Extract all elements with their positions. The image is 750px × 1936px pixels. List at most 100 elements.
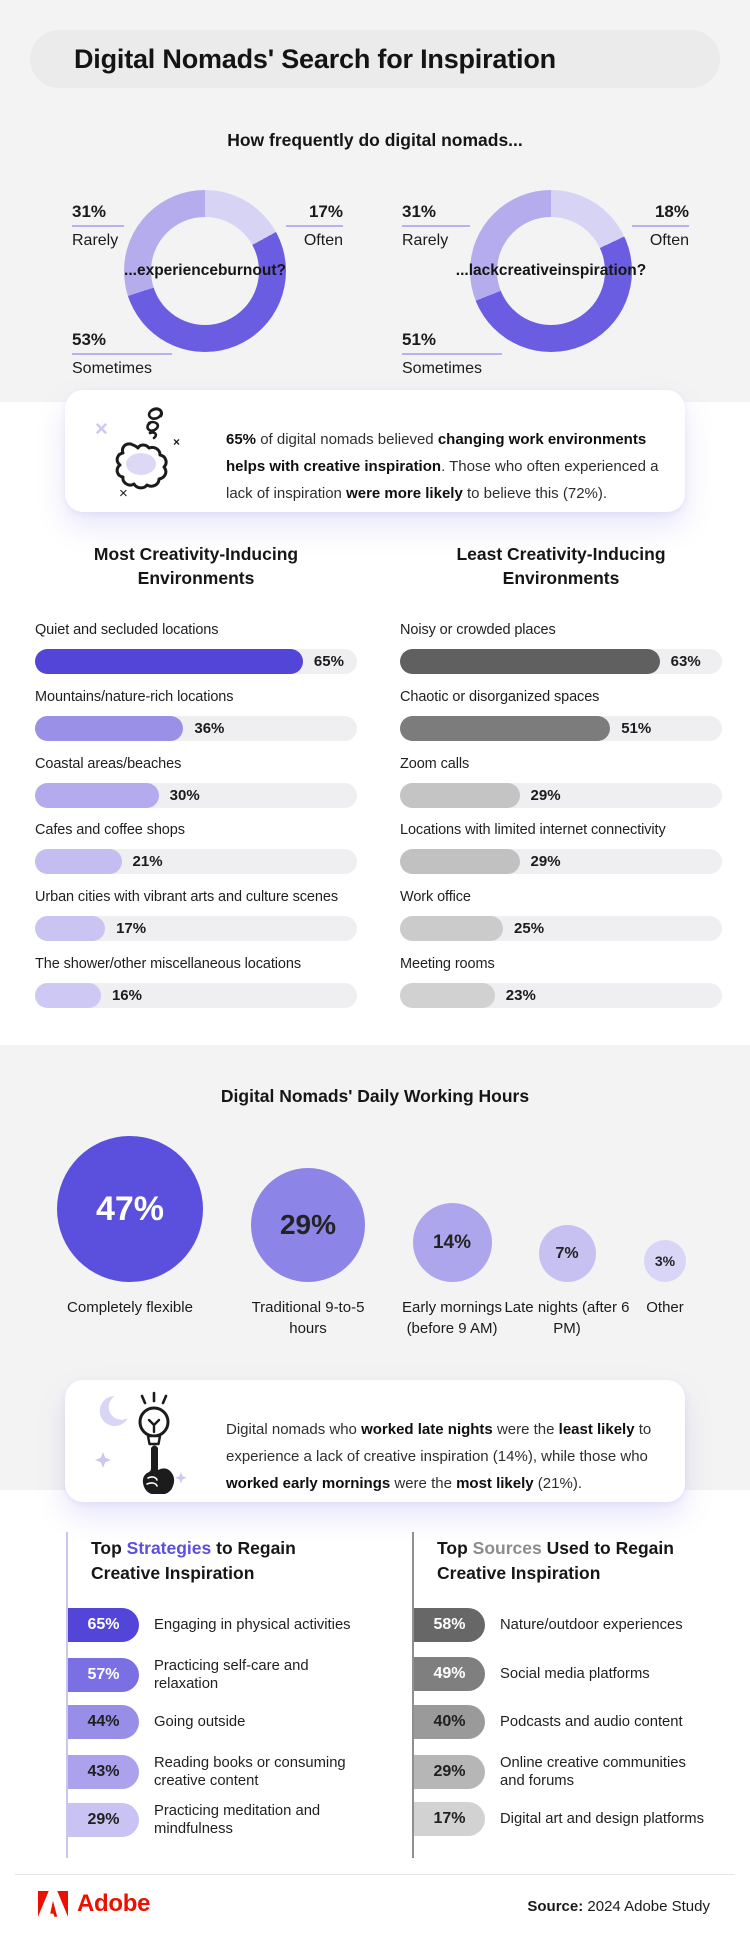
bar-track: 21% — [35, 849, 357, 875]
bar-track: 36% — [35, 715, 357, 741]
environment-column-title: Most Creativity-Inducing Environments — [93, 544, 299, 588]
bar-value-label: 23% — [505, 987, 536, 1004]
donut-center-question: ...lack creative inspiration? — [456, 217, 646, 325]
regain-item-label: Reading books or consuming creative cont… — [154, 1754, 346, 1789]
insight-callout-working-hours-text: Digital nomads who worked late nights we… — [226, 1421, 652, 1492]
regain-value-pill: 29% — [68, 1803, 139, 1837]
donut-segment-category: Often — [303, 232, 343, 249]
bar-fill: 17% — [35, 916, 146, 942]
bar-value-label: 29% — [530, 786, 561, 804]
bar-value-label: 36% — [194, 719, 225, 737]
regain-value-pill: 49% — [414, 1656, 485, 1691]
regain-item-label: Practicing self-care and relaxation — [154, 1657, 309, 1692]
bar-track: 63% — [400, 649, 722, 674]
top-strategies-list: Top Strategies to Regain Creative Inspira… — [66, 1532, 402, 1858]
donut-segment-label: 31% Rarely — [72, 202, 124, 251]
donut-segment-value: 17% — [308, 202, 343, 221]
bar-track: 51% — [400, 715, 722, 741]
donut-label-underline — [286, 225, 343, 227]
regain-column-title: Top Strategies to Regain Creative Inspira… — [91, 1538, 296, 1583]
donut-segment-value: 31% — [72, 202, 107, 221]
regain-list-item: 49% Social media platforms — [414, 1656, 650, 1691]
regain-list-item: 17% Digital art and design platforms — [414, 1802, 704, 1836]
working-hours-bubble-label: Late nights (after 6 PM) — [504, 1299, 630, 1337]
most-creativity-environments-chart: Most Creativity-Inducing Environments Quie… — [35, 542, 357, 1022]
regain-list-item: 29% Practicing meditation and mindfulness — [68, 1802, 366, 1838]
donut-label-underline — [632, 225, 689, 227]
donut-segment-label: 31% Rarely — [402, 202, 470, 251]
regain-column-title: Top Sources Used to Regain Creative Inspi… — [437, 1538, 674, 1583]
regain-item-label: Practicing meditation and mindfulness — [154, 1803, 321, 1837]
donut-segment-category: Sometimes — [72, 360, 153, 377]
bar-value-label: 29% — [530, 853, 561, 871]
lightbulb-hand-icon — [95, 1391, 187, 1494]
bar-value-label: 17% — [116, 920, 147, 938]
donut-segment-label: 53% Sometimes — [72, 330, 172, 379]
svg-text:×: × — [119, 485, 128, 500]
working-hours-bubble-label: Traditional 9-to-5 hours — [251, 1299, 365, 1337]
regain-item-label: Engaging in physical activities — [154, 1617, 351, 1633]
bar-category-label: Coastal areas/beaches — [35, 755, 182, 772]
top-sources-list: Top Sources Used to Regain Creative Inspi… — [412, 1532, 748, 1858]
source-value: 2024 Adobe Study — [583, 1898, 710, 1915]
bar-category-label: Noisy or crowded places — [400, 622, 556, 638]
donut-segment-category: Sometimes — [402, 360, 483, 377]
regain-value-pill: 40% — [414, 1705, 485, 1739]
bar-category-label: Quiet and secluded locations — [35, 622, 219, 638]
regain-value-pill: 17% — [414, 1802, 485, 1836]
bar-category-label: Cafes and coffee shops — [35, 822, 185, 839]
insight-callout-environments-text: 65% of digital nomads believed changing … — [226, 431, 659, 502]
donut-segment-category: Rarely — [402, 232, 449, 249]
regain-item-label: Digital art and design platforms — [500, 1811, 704, 1827]
bar-track: 29% — [400, 849, 722, 875]
regain-item-label: Online creative communities and forums — [500, 1754, 686, 1789]
donut-segment-value: 53% — [72, 330, 107, 349]
footer-divider — [15, 1874, 735, 1875]
working-hours-bubble: 14% — [412, 1203, 492, 1282]
page-title-banner: Digital Nomads' Search for Inspiration — [30, 30, 720, 88]
regain-list-item: 29% Online creative communities and forum… — [414, 1754, 712, 1790]
regain-list-item: 57% Practicing self-care and relaxation — [68, 1657, 366, 1693]
page-title: Digital Nomads' Search for Inspiration — [74, 43, 556, 74]
working-hours-bubble-label: Other — [646, 1299, 684, 1316]
bar-fill: 29% — [400, 782, 561, 808]
bar-category-label: Meeting rooms — [400, 956, 495, 972]
bar-value-label: 63% — [670, 653, 701, 670]
bar-fill: 30% — [35, 782, 200, 808]
bar-fill: 16% — [35, 983, 142, 1008]
bar-track: 23% — [400, 983, 722, 1008]
regain-value-pill: 29% — [414, 1754, 485, 1789]
bar-category-label: Urban cities with vibrant arts and cultu… — [35, 889, 338, 906]
bar-track: 29% — [400, 782, 722, 808]
working-hours-bubble-label: Early mornings (before 9 AM) — [401, 1299, 503, 1337]
bar-fill: 29% — [400, 849, 561, 875]
bar-category-label: Chaotic or disorganized spaces — [400, 688, 600, 705]
bar-fill: 63% — [400, 649, 701, 674]
working-hours-bubble: 47% — [57, 1136, 203, 1282]
regain-list-item: 44% Going outside — [68, 1705, 245, 1739]
svg-text:×: × — [95, 416, 108, 441]
source-label: Source: — [527, 1898, 584, 1915]
bar-track: 25% — [400, 916, 722, 942]
svg-text:×: × — [173, 435, 180, 449]
bar-category-label: Work office — [400, 889, 471, 906]
bar-category-label: The shower/other miscellaneous locations — [35, 956, 301, 972]
adobe-mark-icon — [38, 1891, 68, 1917]
bar-track: 65% — [35, 649, 357, 674]
working-hours-title: Digital Nomads' Daily Working Hours — [220, 1086, 530, 1106]
bar-fill: 51% — [400, 715, 651, 741]
environment-column-title: Least Creativity-Inducing Environments — [456, 544, 666, 588]
regain-item-label: Podcasts and audio content — [500, 1714, 683, 1730]
donut-label-underline — [72, 225, 124, 227]
frequency-section-title: How frequently do digital nomads... — [227, 130, 523, 150]
regain-value-pill: 44% — [68, 1705, 139, 1739]
regain-list-item: 65% Engaging in physical activities — [68, 1608, 351, 1642]
donut-segment-value: 31% — [402, 202, 437, 221]
bar-track: 16% — [35, 983, 357, 1008]
working-hours-bubble: 29% — [251, 1168, 365, 1282]
donut-label-underline — [402, 353, 502, 355]
bar-fill: 36% — [35, 715, 224, 741]
regain-list-item: 58% Nature/outdoor experiences — [414, 1608, 683, 1642]
donut-center-question: ...experience burnout? — [124, 217, 286, 325]
